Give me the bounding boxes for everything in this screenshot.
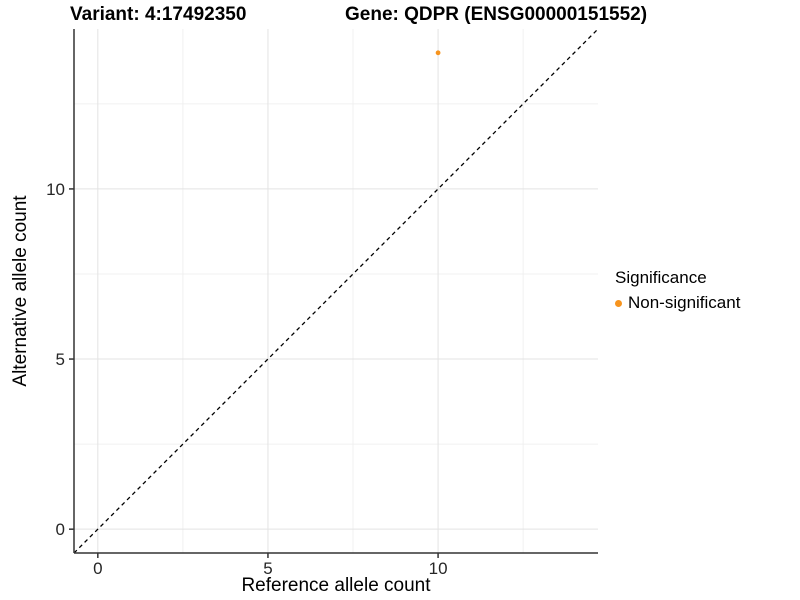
- legend-title: Significance: [615, 268, 707, 287]
- plot-title-variant: Variant: 4:17492350: [70, 4, 247, 25]
- y-tick-label: 0: [56, 520, 65, 539]
- legend-item: Non-significant: [615, 293, 740, 313]
- legend-point-icon: [615, 299, 622, 307]
- plot-title-gene: Gene: QDPR (ENSG00000151552): [345, 4, 648, 25]
- data-point: [435, 50, 441, 56]
- x-tick-label: 0: [93, 559, 102, 578]
- y-tick-label: 10: [46, 180, 65, 199]
- y-axis-title: Alternative allele count: [10, 195, 31, 387]
- y-tick-label: 5: [56, 350, 65, 369]
- legend-item-label: Non-significant: [628, 293, 741, 312]
- legend: Significance Non-significant: [615, 268, 740, 313]
- identity-line: [73, 28, 599, 554]
- x-tick-label: 10: [429, 559, 448, 578]
- x-axis-title: Reference allele count: [241, 575, 431, 596]
- x-tick-label: 5: [263, 559, 272, 578]
